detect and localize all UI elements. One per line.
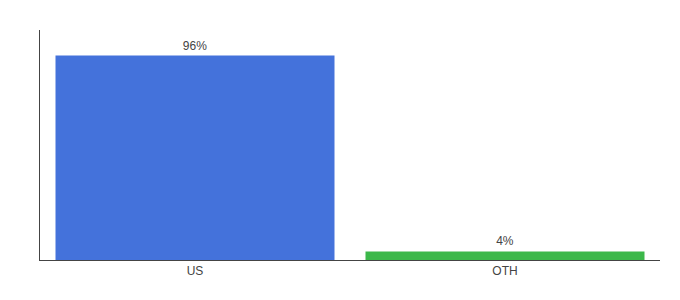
svg-text:OTH: OTH [492, 264, 517, 278]
svg-text:96%: 96% [183, 39, 207, 53]
svg-text:US: US [187, 264, 204, 278]
svg-text:4%: 4% [496, 234, 514, 248]
